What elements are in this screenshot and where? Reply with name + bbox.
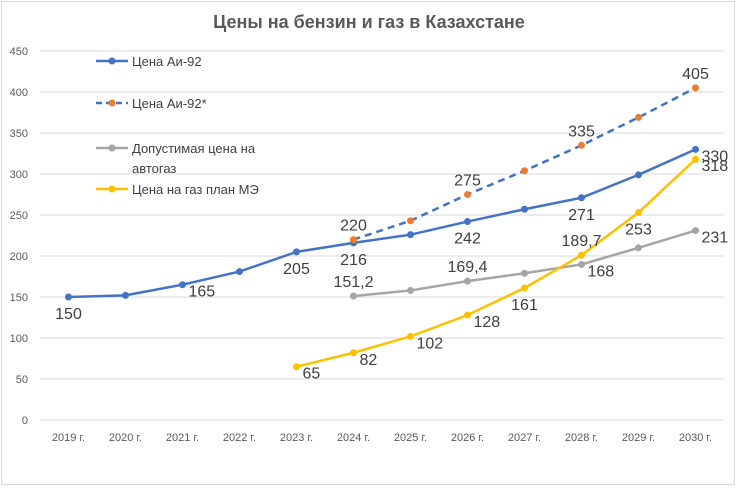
data-point: [635, 209, 642, 217]
x-tick-label: 2021 г.: [166, 432, 199, 444]
data-point: [65, 293, 72, 301]
data-point: [293, 363, 300, 371]
data-label: 318: [702, 158, 729, 175]
series-line-1: [353, 86, 697, 241]
x-tick-label: 2024 г.: [337, 432, 370, 444]
legend-marker-icon: [108, 144, 116, 152]
data-label: 168: [588, 263, 615, 280]
data-point: [407, 286, 414, 294]
y-tick-label: 50: [16, 374, 28, 386]
data-point: [464, 277, 471, 285]
y-tick-label: 300: [10, 169, 28, 181]
legend-label: Цена Аи-92: [132, 54, 202, 69]
y-tick-label: 100: [10, 333, 28, 345]
series-line-0: [68, 148, 697, 299]
chart-title: Цены на бензин и газ в Казахстане: [213, 12, 525, 32]
data-label: 65: [303, 366, 321, 383]
data-point: [464, 191, 471, 198]
data-label: 253: [625, 222, 652, 239]
data-point: [464, 311, 471, 319]
data-label: 161: [511, 297, 538, 314]
legend-marker-icon: [108, 57, 116, 65]
y-tick-label: 150: [10, 292, 28, 304]
legend-label: Цена Аи-92*: [132, 96, 207, 111]
data-point: [350, 349, 357, 357]
data-point: [236, 268, 243, 276]
data-point: [635, 113, 642, 121]
data-point: [293, 248, 300, 256]
data-label: 169,4: [447, 259, 487, 276]
legend-label: Цена на газ план МЭ: [132, 182, 259, 197]
x-tick-label: 2023 г.: [280, 432, 313, 444]
data-label: 242: [454, 231, 481, 248]
y-tick-label: 250: [10, 210, 28, 222]
x-tick-label: 2029 г.: [622, 432, 655, 444]
data-label: 151,2: [333, 274, 373, 291]
data-point: [350, 236, 357, 244]
x-tick-label: 2025 г.: [394, 432, 427, 444]
data-label: 189,7: [561, 233, 601, 250]
data-label: 102: [417, 335, 444, 352]
data-label: 128: [474, 314, 501, 331]
y-tick-label: 450: [10, 46, 28, 58]
data-point: [521, 167, 528, 175]
x-tick-label: 2028 г.: [565, 432, 598, 444]
x-tick-label: 2020 г.: [109, 432, 142, 444]
x-tick-label: 2026 г.: [451, 432, 484, 444]
y-tick-label: 400: [10, 87, 28, 99]
data-label: 275: [454, 173, 481, 190]
data-point: [692, 155, 699, 163]
data-point: [635, 171, 642, 179]
data-label: 150: [55, 306, 82, 323]
data-point: [521, 269, 528, 277]
data-point: [407, 231, 414, 239]
y-tick-label: 0: [22, 415, 28, 427]
data-label: 231: [702, 230, 729, 247]
legend-label: автогаз: [132, 161, 176, 176]
x-tick-label: 2022 г.: [223, 432, 256, 444]
data-label: 220: [340, 218, 367, 235]
x-tick-label: 2019 г.: [52, 432, 85, 444]
data-label: 271: [568, 207, 595, 224]
data-point: [692, 145, 699, 153]
data-point: [692, 227, 699, 235]
data-point: [578, 260, 585, 268]
data-point: [407, 332, 414, 340]
data-point: [578, 251, 585, 259]
data-point: [407, 217, 414, 225]
data-label: 330: [702, 148, 729, 165]
data-label: 205: [283, 261, 310, 278]
legend-marker-icon: [108, 99, 116, 107]
data-label: 216: [340, 252, 367, 269]
data-point: [179, 281, 186, 289]
data-label: 405: [682, 66, 709, 83]
data-point: [692, 84, 699, 92]
data-point: [521, 284, 528, 292]
legend-label: Допустимая цена на: [132, 141, 256, 156]
data-point: [521, 205, 528, 213]
y-tick-label: 350: [10, 128, 28, 140]
x-tick-label: 2027 г.: [508, 432, 541, 444]
data-label: 82: [360, 352, 378, 369]
data-point: [578, 194, 585, 202]
data-point: [635, 244, 642, 252]
x-tick-label: 2030 г.: [679, 432, 712, 444]
y-tick-label: 200: [10, 251, 28, 263]
legend-marker-icon: [108, 185, 116, 193]
data-label: 165: [189, 284, 216, 301]
data-label: 335: [568, 123, 595, 140]
data-point: [578, 141, 585, 149]
data-point: [464, 218, 471, 226]
data-point: [350, 292, 357, 300]
series-line-3: [296, 158, 697, 368]
data-point: [122, 291, 129, 299]
